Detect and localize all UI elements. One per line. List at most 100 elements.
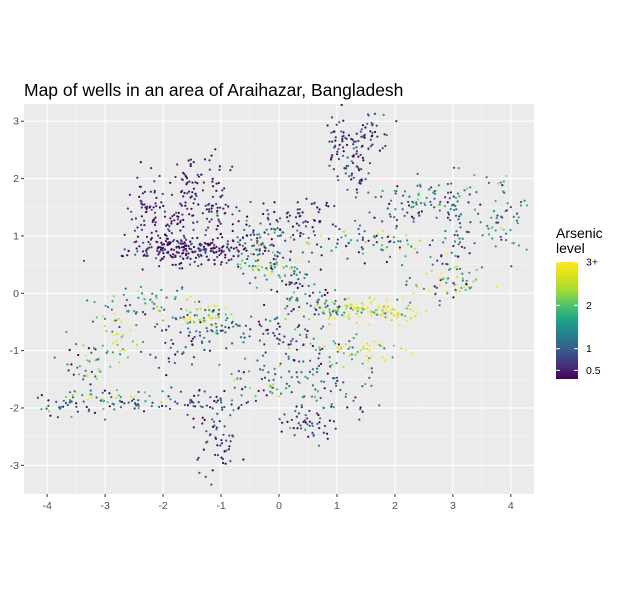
well-point xyxy=(174,400,177,403)
well-point xyxy=(380,195,383,198)
well-point xyxy=(77,353,80,357)
well-point xyxy=(258,323,261,326)
well-point xyxy=(257,389,260,393)
well-point xyxy=(158,246,161,249)
well-point xyxy=(359,130,362,133)
well-point xyxy=(179,229,182,232)
well-point xyxy=(218,249,221,252)
well-point xyxy=(382,305,385,309)
well-point xyxy=(385,246,388,249)
well-point xyxy=(178,262,181,266)
well-point xyxy=(309,359,312,362)
well-point xyxy=(328,419,331,422)
well-point xyxy=(164,233,167,236)
well-point xyxy=(279,392,283,395)
well-point xyxy=(290,281,293,284)
well-point xyxy=(219,196,222,199)
well-point xyxy=(294,260,297,263)
well-point xyxy=(273,231,276,234)
well-point xyxy=(77,373,81,376)
well-point xyxy=(492,210,496,213)
well-point xyxy=(469,186,472,189)
well-point xyxy=(271,392,274,395)
well-point xyxy=(144,313,147,316)
well-point xyxy=(340,236,343,239)
well-point xyxy=(184,320,187,323)
well-point xyxy=(210,207,213,210)
well-point xyxy=(473,174,476,177)
well-point xyxy=(392,308,395,311)
well-point xyxy=(262,389,265,392)
x-tick-label: 1 xyxy=(334,500,340,512)
well-point xyxy=(332,168,335,171)
well-point xyxy=(75,402,78,405)
well-point xyxy=(327,317,331,320)
well-point xyxy=(455,265,458,268)
well-point xyxy=(151,292,154,295)
well-point xyxy=(143,391,146,394)
well-point xyxy=(257,244,260,247)
well-point xyxy=(288,214,291,217)
well-point xyxy=(323,302,326,305)
well-point xyxy=(329,315,332,318)
well-point xyxy=(278,333,281,336)
well-point xyxy=(347,241,350,244)
well-point xyxy=(437,205,440,208)
well-point xyxy=(265,394,268,397)
well-point xyxy=(319,268,322,271)
well-point xyxy=(139,199,142,202)
well-point xyxy=(210,247,213,250)
well-point xyxy=(260,243,263,246)
well-point xyxy=(456,275,459,278)
well-point xyxy=(188,317,191,320)
well-point xyxy=(141,268,144,271)
well-point xyxy=(525,204,529,207)
well-point xyxy=(326,437,329,440)
well-point xyxy=(450,182,453,185)
y-tick-label: 0 xyxy=(13,288,19,300)
well-point xyxy=(338,228,341,231)
well-point xyxy=(465,230,468,233)
well-point xyxy=(90,393,93,396)
well-point xyxy=(130,218,133,221)
well-point xyxy=(381,236,384,239)
well-point xyxy=(344,395,347,398)
well-point xyxy=(456,234,459,237)
well-point xyxy=(242,248,245,251)
well-point xyxy=(311,384,314,387)
well-point xyxy=(334,299,337,303)
well-point xyxy=(335,362,338,365)
well-point xyxy=(111,330,114,333)
well-point xyxy=(70,415,73,418)
well-point xyxy=(393,189,396,192)
well-point xyxy=(153,189,156,192)
well-point xyxy=(481,234,484,237)
well-point xyxy=(345,167,348,170)
well-point xyxy=(362,345,365,348)
well-point xyxy=(184,254,188,257)
well-point xyxy=(398,248,401,251)
well-point xyxy=(169,217,172,220)
well-point xyxy=(70,400,73,403)
well-point xyxy=(283,335,286,338)
well-point xyxy=(400,347,403,350)
well-point xyxy=(321,347,324,350)
well-point xyxy=(342,381,345,384)
well-point xyxy=(182,218,185,221)
well-point xyxy=(167,357,170,360)
well-point xyxy=(397,240,400,243)
well-point xyxy=(215,325,218,329)
well-point xyxy=(316,206,319,209)
well-point xyxy=(375,234,378,237)
well-point xyxy=(193,321,196,324)
colorbar xyxy=(556,262,578,379)
well-point xyxy=(299,424,302,427)
well-point xyxy=(202,316,205,320)
well-point xyxy=(227,248,230,251)
well-point xyxy=(267,371,270,374)
well-point xyxy=(192,426,195,429)
well-point xyxy=(395,218,398,222)
well-point xyxy=(271,386,275,389)
well-point xyxy=(430,269,433,272)
well-point xyxy=(215,401,218,404)
